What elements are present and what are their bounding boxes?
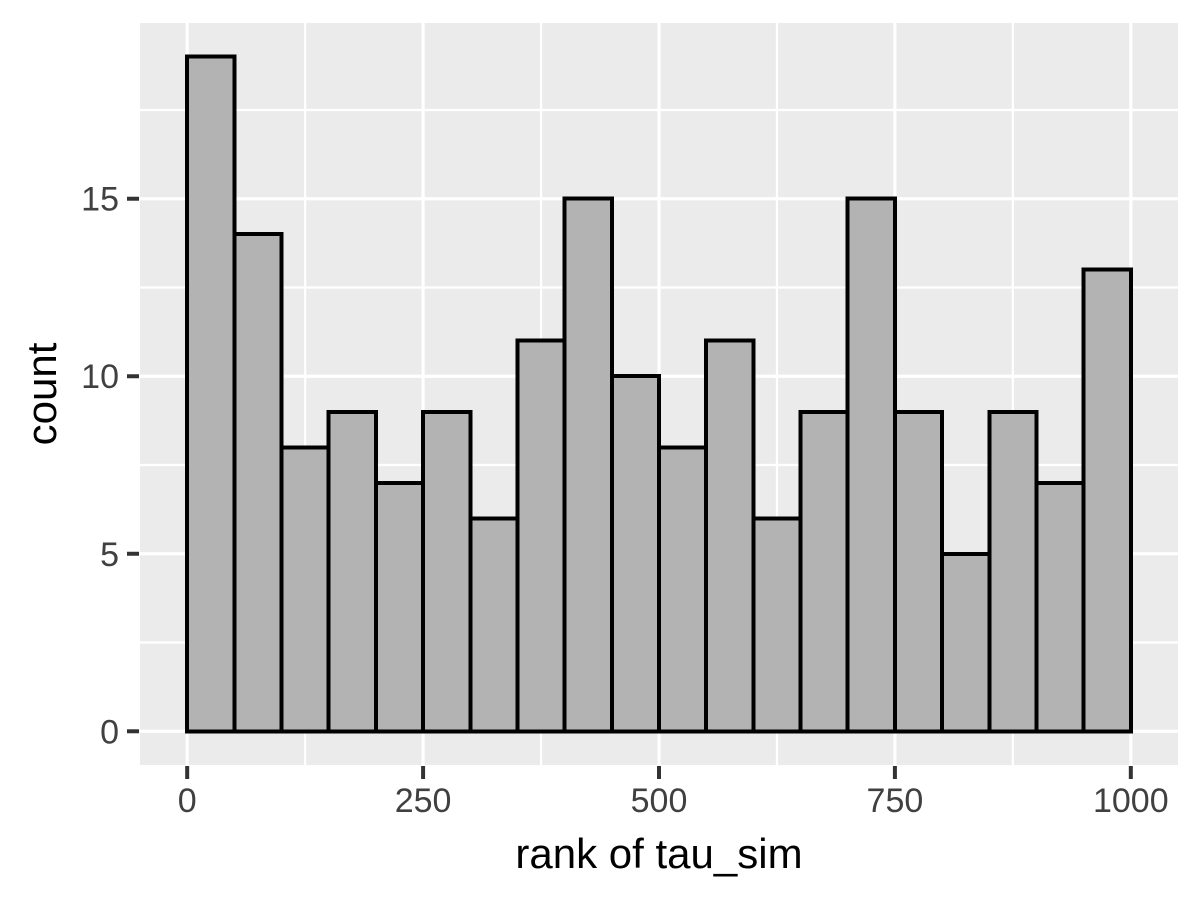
y-tick-label: 10 (81, 358, 119, 396)
histogram-bar (704, 338, 756, 734)
histogram-bar (421, 409, 473, 734)
y-tick-label: 0 (100, 713, 119, 751)
histogram-bar (468, 516, 520, 734)
x-tick-label: 0 (178, 782, 197, 820)
x-axis-title: rank of tau_sim (515, 830, 802, 877)
histogram-bar (609, 374, 661, 734)
histogram-bar (892, 409, 945, 734)
x-tick-label: 1000 (1093, 782, 1169, 820)
y-axis-title: count (18, 342, 65, 445)
histogram-bar (987, 409, 1039, 734)
histogram-bar (657, 445, 709, 734)
histogram-bar (845, 196, 897, 734)
histogram-bar (515, 338, 567, 734)
histogram-bar (751, 516, 803, 734)
x-tick-label: 500 (631, 782, 688, 820)
histogram-bar (562, 196, 614, 734)
x-tick-label: 750 (867, 782, 924, 820)
y-tick-label: 5 (100, 536, 119, 574)
x-tick-label: 250 (395, 782, 452, 820)
histogram-bar (326, 409, 378, 734)
histogram-bar (373, 480, 426, 734)
histogram-bar (940, 551, 992, 734)
histogram-bar (798, 409, 850, 734)
histogram-bar (1034, 480, 1086, 734)
histogram-bar (232, 232, 284, 734)
histogram-bar (279, 445, 331, 734)
histogram-bar (1081, 267, 1133, 734)
y-tick-label: 15 (81, 181, 119, 219)
histogram-bar (185, 54, 237, 734)
